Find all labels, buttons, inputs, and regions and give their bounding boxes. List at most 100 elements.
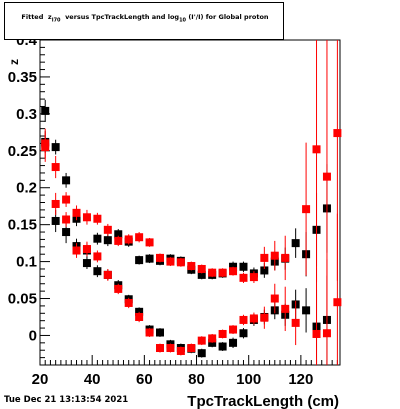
data-point xyxy=(114,284,123,293)
data-point xyxy=(124,298,133,307)
data-point xyxy=(72,208,81,217)
data-point xyxy=(229,338,238,347)
data-point xyxy=(197,264,206,273)
data-point xyxy=(156,328,164,337)
data-point xyxy=(93,234,102,243)
data-point xyxy=(103,225,112,234)
data-point xyxy=(51,143,60,152)
data-point xyxy=(135,233,144,242)
data-point xyxy=(135,312,144,321)
data-point xyxy=(93,252,102,261)
data-point xyxy=(291,239,300,248)
data-point xyxy=(62,228,71,237)
data-point xyxy=(124,235,133,244)
y-axis-label: z xyxy=(7,59,21,65)
data-point xyxy=(93,214,102,223)
y-tick-label: 0.05 xyxy=(8,291,37,308)
data-point xyxy=(197,349,206,358)
y-tick-label: 0 xyxy=(29,327,37,344)
data-point xyxy=(135,256,144,265)
data-point xyxy=(145,238,154,247)
data-point xyxy=(208,268,217,277)
data-point xyxy=(239,329,248,338)
data-point xyxy=(249,314,258,323)
data-point xyxy=(281,304,290,313)
data-point xyxy=(270,294,279,303)
x-axis-label: TpcTrackLength (cm) xyxy=(187,393,339,409)
data-point xyxy=(281,253,290,262)
data-point xyxy=(197,336,206,345)
x-tick-label: 100 xyxy=(236,371,261,388)
data-point xyxy=(260,266,269,275)
frame xyxy=(39,39,341,366)
x-tick-label: 80 xyxy=(188,371,205,388)
data-point xyxy=(114,236,123,245)
data-point xyxy=(41,143,50,152)
title-z: z xyxy=(47,13,52,21)
data-point xyxy=(312,145,321,154)
data-point xyxy=(166,257,175,266)
data-point xyxy=(187,262,196,271)
data-point xyxy=(291,318,300,327)
y-tick-label: 0.1 xyxy=(16,254,37,271)
y-tick-label: 0.25 xyxy=(8,143,37,160)
data-point xyxy=(218,342,227,351)
data-point xyxy=(208,334,217,343)
data-point xyxy=(72,246,81,255)
y-tick-label: 0.15 xyxy=(8,217,37,234)
title-box: Fitted zI70 versus TpcTrackLength and lo… xyxy=(4,2,284,40)
timestamp: Tue Dec 21 13:13:54 2021 xyxy=(4,395,129,405)
data-point xyxy=(62,215,71,224)
x-tick-label: 40 xyxy=(84,371,101,388)
title-log-subscript: 10 xyxy=(179,17,187,24)
data-point xyxy=(166,344,175,353)
data-point xyxy=(333,129,342,138)
data-point xyxy=(145,328,154,337)
data-point xyxy=(82,245,91,254)
data-point xyxy=(218,268,227,277)
data-point xyxy=(322,329,331,338)
y-tick-label: 0.3 xyxy=(16,106,37,123)
data-point xyxy=(333,298,342,307)
data-point xyxy=(218,329,227,338)
data-point xyxy=(197,270,206,279)
chart-title: Fitted zI70 versus TpcTrackLength and lo… xyxy=(5,13,285,23)
data-point xyxy=(82,213,91,222)
data-point xyxy=(312,329,321,338)
data-point xyxy=(187,344,196,353)
title-suffix: (I'/I) for Global proton xyxy=(188,13,269,21)
data-point xyxy=(270,251,279,260)
data-point xyxy=(176,258,185,267)
x-tick-label: 20 xyxy=(32,371,49,388)
data-point xyxy=(62,195,71,204)
y-tick-label: 0.2 xyxy=(16,180,37,197)
x-tick-label: 120 xyxy=(288,371,313,388)
data-point xyxy=(103,270,112,279)
data-point xyxy=(51,163,60,172)
data-point xyxy=(82,259,91,268)
data-point xyxy=(51,216,60,225)
data-point xyxy=(239,262,248,271)
data-point xyxy=(93,267,102,276)
y-tick-label: 0.35 xyxy=(8,69,37,86)
x-tick-label: 60 xyxy=(136,371,153,388)
title-z-subscript: I70 xyxy=(51,17,61,24)
axes: 20 40 60 80 100 120 0 0.05 0.1 0.15 0.2 0.25 0.3 0.35… xyxy=(8,32,338,388)
data-point xyxy=(239,315,248,324)
data-point xyxy=(322,172,331,181)
data-point xyxy=(302,205,311,214)
data-point xyxy=(156,344,164,353)
data-point xyxy=(62,176,71,185)
title-prefix: Fitted xyxy=(21,13,44,21)
data-point xyxy=(260,313,269,322)
data-point xyxy=(156,253,164,262)
data-point xyxy=(239,273,248,282)
data-point xyxy=(176,346,185,355)
data-point xyxy=(114,230,123,239)
data-point xyxy=(229,325,238,334)
data-point xyxy=(103,236,112,245)
data-point xyxy=(229,267,238,276)
title-mid: versus TpcTrackLength and log xyxy=(65,13,180,21)
data-point xyxy=(260,253,269,262)
